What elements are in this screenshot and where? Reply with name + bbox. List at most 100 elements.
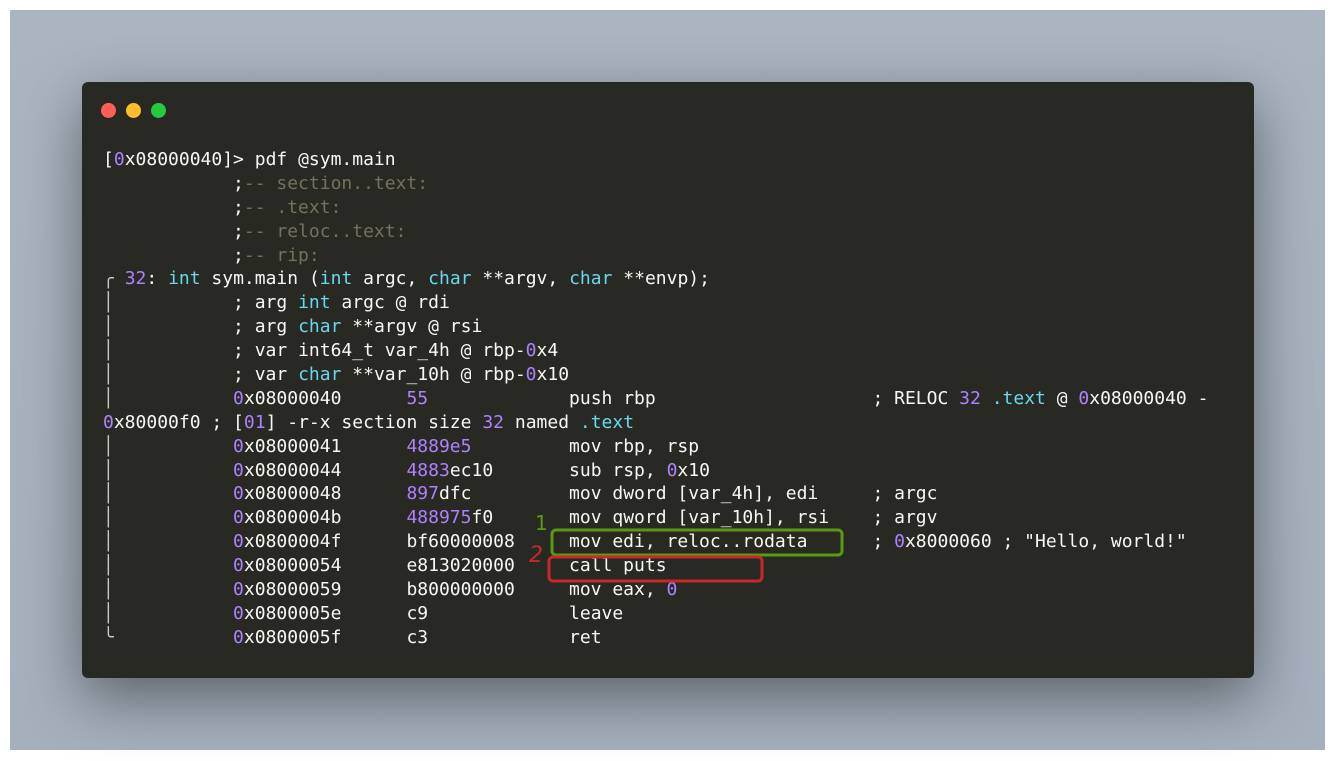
maximize-button[interactable] — [151, 103, 166, 118]
code-text: **argv, — [471, 268, 570, 290]
code-text: b800000000 — [406, 579, 515, 601]
column-gap — [515, 546, 569, 547]
code-text: │ — [103, 340, 114, 362]
column-gap — [341, 403, 406, 404]
column-gap — [493, 522, 569, 523]
column-gap — [341, 475, 406, 476]
code-text: │ — [103, 435, 114, 457]
code-text: [ — [103, 149, 114, 170]
column-gap — [428, 642, 569, 643]
code-text: f0 — [471, 507, 494, 529]
code-text: x0800005f — [243, 626, 342, 648]
code-text: **var_10h @ rbp- — [341, 364, 526, 386]
code-text: char — [569, 268, 613, 290]
code-text: ; — [233, 220, 244, 242]
code-text: .text — [579, 411, 635, 433]
code-text: 0 — [233, 555, 244, 577]
code-text: x08000059 — [243, 579, 342, 601]
code-text: bf60000008 — [406, 531, 515, 553]
terminal-window: [0x08000040]> pdf @sym.main ;-- section..… — [82, 82, 1254, 678]
column-gap — [114, 403, 233, 404]
terminal-line: │ 0x08000040 55 push rbp; RELOC 32 .text @ … — [103, 387, 1208, 411]
code-text: call puts — [569, 555, 667, 577]
column-gap — [103, 236, 233, 237]
terminal-line: │ 0x0800004b 488975f0 mov qword [var_10h], … — [103, 506, 1208, 530]
code-text: ; — [233, 244, 244, 266]
code-text: -- reloc..text: — [243, 220, 407, 242]
code-text: 32 — [124, 268, 147, 290]
column-gap — [428, 618, 569, 619]
code-text: mov rbp, rsp — [569, 435, 700, 457]
code-text: │ — [103, 602, 114, 624]
code-text: ret — [569, 626, 602, 648]
code-text: 0 — [233, 579, 244, 601]
code-text: @ — [1045, 387, 1079, 409]
column-gap — [103, 188, 233, 189]
code-text: │ — [103, 316, 114, 338]
code-text: -- section..text: — [243, 172, 429, 194]
column-gap — [829, 522, 872, 523]
terminal-line: │ ; arg int argc @ rdi — [103, 291, 1208, 315]
column-gap — [428, 403, 569, 404]
terminal-line: │ 0x0800004f bf60000008 mov edi, reloc..rod… — [103, 530, 1208, 554]
code-text: │ — [103, 483, 114, 505]
column-gap — [114, 642, 233, 643]
code-text: ; var — [233, 364, 299, 386]
code-text: ; — [233, 172, 244, 194]
code-text: 4889e5 — [406, 435, 472, 457]
code-text: -- .text: — [243, 196, 342, 218]
code-text: 0 — [233, 626, 244, 648]
close-button[interactable] — [101, 103, 116, 118]
code-text: named — [504, 411, 580, 433]
code-text: 0 — [233, 435, 244, 457]
code-text: ec10 — [449, 459, 494, 481]
code-text: 0 — [525, 340, 537, 362]
column-gap — [114, 522, 233, 523]
code-text: mov eax, — [569, 579, 667, 601]
code-text: x0800005e — [243, 602, 342, 624]
code-text: int — [298, 292, 331, 314]
code-text: ; argc — [872, 483, 938, 505]
code-text: c3 — [406, 626, 429, 648]
code-text: 0 — [525, 364, 537, 386]
code-text: 897 — [406, 483, 439, 505]
column-gap — [341, 498, 406, 499]
code-text: 32 — [482, 411, 505, 433]
code-text: char — [428, 268, 472, 290]
terminal-line: ;-- .text: — [103, 196, 1208, 220]
minimize-button[interactable] — [126, 103, 141, 118]
terminal-line: │ ; var int64_t var_4h @ rbp-0x4 — [103, 339, 1208, 363]
column-gap — [341, 451, 406, 452]
terminal-line: │ 0x0800005e c9 leave — [103, 602, 1208, 626]
code-text: 0 — [233, 483, 244, 505]
column-gap — [341, 618, 406, 619]
column-gap — [114, 570, 233, 571]
column-gap — [515, 594, 569, 595]
code-text: 0 — [233, 531, 244, 553]
code-text: ╰ — [103, 626, 114, 648]
terminal-line: ;-- rip: — [103, 244, 1208, 268]
code-text: x0800004f — [243, 531, 342, 553]
column-gap — [114, 498, 233, 499]
terminal-line: │ 0x08000041 4889e5 mov rbp, rsp — [103, 435, 1208, 459]
code-text: ; RELOC — [872, 387, 960, 409]
code-text: x08000040 — [243, 387, 342, 409]
column-gap — [114, 307, 233, 308]
code-text: x08000040 - — [1089, 387, 1209, 409]
code-text: 0 — [894, 531, 905, 553]
code-text: 32 — [959, 387, 981, 409]
code-text: ; arg — [233, 316, 299, 338]
terminal-line: ╰ 0x0800005f c3 ret — [103, 626, 1208, 650]
code-text: 0 — [233, 507, 244, 529]
code-text: int — [319, 268, 353, 290]
code-text: 0 — [103, 411, 114, 433]
code-text: 488975 — [406, 507, 472, 529]
column-gap — [656, 403, 873, 404]
code-text: leave — [569, 602, 624, 624]
code-text: │ — [103, 292, 114, 314]
code-text: │ — [103, 364, 114, 386]
column-gap — [807, 546, 872, 547]
code-text: dfc — [438, 483, 472, 505]
code-text: x10 — [536, 364, 570, 386]
column-gap — [818, 498, 872, 499]
